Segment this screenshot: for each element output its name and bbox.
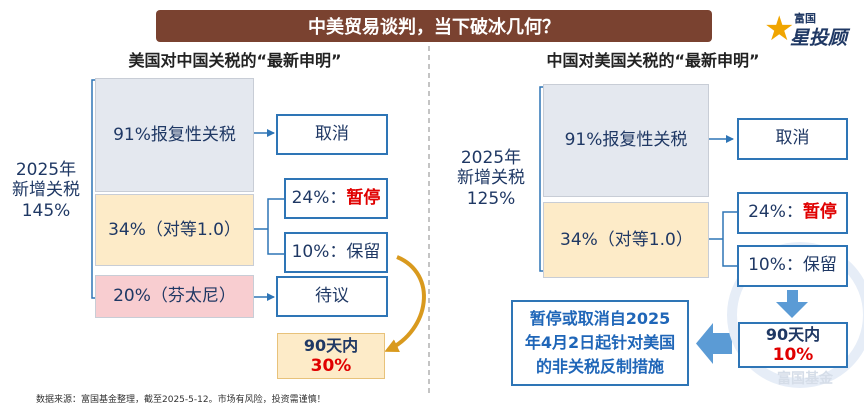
gold-curve-arrow [384, 255, 426, 353]
left-outcome-suspend: 24%： 暂停 [284, 178, 388, 219]
right-retaliatory-tariff: 91%报复性关税 [543, 84, 709, 197]
left-total: 2025年 新增关税 145% [12, 160, 80, 221]
right-reciprocal-tariff: 34%（对等1.0） [543, 202, 709, 278]
brand-top: 富国 [794, 12, 816, 25]
right-measure-box: 暂停或取消自2025年4月2日起针对美国的非关税反制措施 [511, 300, 689, 386]
page-title: 中美贸易谈判，当下破冰几何？ [308, 17, 560, 38]
left-outcome-pending: 待议 [276, 276, 388, 317]
right-outcome-suspend: 24%： 暂停 [737, 192, 848, 234]
right-outcome-cancel: 取消 [737, 118, 848, 160]
left-outcome-cancel: 取消 [276, 114, 388, 155]
left-note-box: 90天内 30% [277, 333, 385, 379]
left-subtitle: 美国对中国关税的“最新申明” [128, 51, 342, 70]
right-subtitle: 中国对美国关税的“最新申明” [546, 51, 760, 70]
right-outcome-retain: 10%： 保留 [737, 245, 848, 287]
left-bracket-2 [267, 198, 284, 255]
star-icon: ★ [764, 9, 795, 49]
right-total: 2025年 新增关税 125% [457, 148, 525, 209]
left-reciprocal-tariff: 34%（对等1.0） [95, 194, 254, 266]
right-note-box: 90天内 10% [738, 322, 848, 368]
right-measure-text: 暂停或取消自2025年4月2日起针对美国的非关税反制措施 [524, 309, 676, 376]
footer-source: 数据来源：富国基金整理，截至2025-5-12。市场有风险，投资需谨慎！ [36, 395, 326, 405]
left-block-arrow [696, 323, 732, 364]
title-bar: 中美贸易谈判，当下破冰几何？ [156, 10, 712, 42]
left-fentanyl-tariff: 20%（芬太尼） [95, 275, 254, 318]
left-retaliatory-tariff: 91%报复性关税 [95, 78, 254, 192]
brand-main: 星投顾 [790, 27, 848, 49]
right-bracket-2 [722, 211, 738, 267]
brand-logo: ★ 富国 星投顾 [764, 10, 860, 49]
left-outcome-retain: 10%： 保留 [284, 232, 388, 273]
watermark-text: 富国基金 [777, 371, 833, 387]
down-arrow [776, 290, 808, 318]
